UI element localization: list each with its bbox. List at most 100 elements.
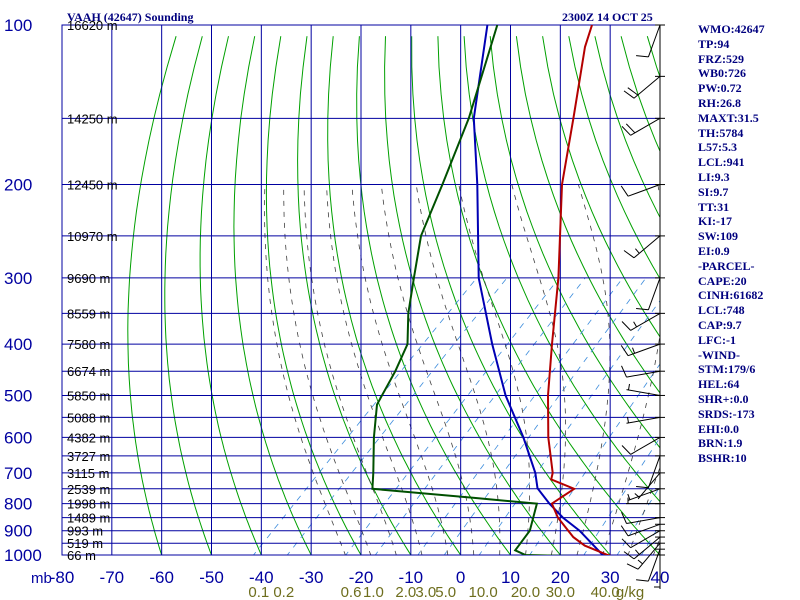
mixing-ratio-line	[478, 300, 660, 555]
wind-barb	[623, 76, 661, 99]
temperature-tick-label: -70	[100, 568, 125, 587]
index-item: STM:179/6	[698, 362, 756, 377]
index-item: RH:26.8	[698, 95, 741, 110]
wind-barb	[627, 488, 661, 501]
mixing-ratio-line	[417, 277, 624, 555]
index-item: KI:-17	[698, 214, 732, 229]
height-label: 12450 m	[67, 178, 118, 193]
dry-adiabat-line	[199, 36, 262, 555]
index-item: CINH:61682	[698, 288, 764, 303]
mixing-ratio-line	[529, 363, 660, 555]
dry-adiabat-line	[127, 36, 177, 555]
index-item: SRDS:-173	[698, 406, 755, 421]
dry-adiabats	[127, 36, 660, 555]
wind-barb	[621, 312, 661, 331]
temperature-tick-label: 30	[601, 568, 620, 587]
dry-adiabat-line	[463, 36, 660, 503]
height-label: 3727 m	[67, 449, 110, 464]
index-item: CAPE:20	[698, 273, 747, 288]
pressure-tick-label: 1000	[4, 546, 42, 565]
mixing-ratio-label: 0.1	[248, 584, 269, 600]
index-item: TP:94	[698, 36, 730, 51]
height-label: 9690 m	[67, 271, 110, 286]
wind-barb	[626, 416, 661, 424]
index-item: PW:0.72	[698, 81, 742, 96]
wind-barb	[621, 117, 661, 136]
moist-adiabat-line	[326, 184, 423, 555]
index-item: EHI:0.0	[698, 421, 740, 436]
index-item: SI:9.7	[698, 184, 729, 199]
wind-barb	[623, 235, 661, 259]
wind-barb	[626, 497, 660, 505]
stability-indices-list: WMO:42647 TP:94 FRZ:529 WB0:726 PW:0.72 RH:26…	[698, 22, 800, 466]
dry-adiabat-line	[542, 36, 660, 338]
mixing-ratio-line	[374, 277, 586, 555]
mixing-ratio-line	[252, 277, 478, 555]
mixing-ratio-label: 10.0	[468, 584, 497, 600]
moist-adiabat-line	[380, 184, 475, 555]
pressure-tick-label: 300	[4, 269, 32, 288]
index-item: TT:31	[698, 199, 730, 214]
moist-adiabat-line	[264, 184, 346, 555]
temperature-tick-label: -40	[249, 568, 274, 587]
dry-adiabat-line	[411, 36, 611, 555]
dry-adiabat-line	[327, 36, 462, 555]
grid	[61, 24, 661, 556]
wind-barb	[636, 277, 661, 311]
dry-adiabat-line	[265, 36, 362, 555]
index-item: BRN:1.9	[698, 436, 743, 451]
index-item: LCL:941	[698, 155, 745, 170]
pressure-tick-label: 200	[4, 176, 32, 195]
index-item: WB0:726	[698, 66, 746, 81]
index-item: TH:5784	[698, 125, 744, 140]
dry-adiabat-line	[568, 36, 660, 280]
temperature-tick-label: -10	[399, 568, 424, 587]
moist-adiabat-line	[283, 184, 372, 555]
pressure-tick-label: 700	[4, 464, 32, 483]
height-label: 16620 m	[67, 18, 118, 33]
profiles	[371, 25, 612, 555]
height-label: 519 m	[67, 536, 103, 551]
wind-barb	[620, 523, 661, 537]
dewpoint-profile-line	[371, 25, 570, 555]
temperature-tick-label: -60	[149, 568, 174, 587]
mixing-ratio-label: 30.0	[546, 584, 575, 600]
moist-adiabat-line	[415, 184, 501, 555]
index-item: BSHR:10	[698, 451, 747, 466]
index-item: HEL:64	[698, 377, 740, 392]
dry-adiabat-line	[233, 36, 312, 555]
mixing-ratio-label: 1.0	[363, 584, 384, 600]
pressure-tick-label: 400	[4, 335, 32, 354]
height-label: 8559 m	[67, 306, 110, 321]
height-label: 14250 m	[67, 111, 118, 126]
mixing-ratio-label: 5.0	[435, 584, 456, 600]
height-label: 10970 m	[67, 229, 118, 244]
index-item: SW:109	[698, 229, 739, 244]
wind-barb	[621, 511, 661, 524]
moist-adiabat-line	[351, 184, 449, 555]
mixing-ratio-label: g/kg	[616, 584, 644, 600]
pressure-tick-label: 900	[4, 522, 32, 541]
station-title: VAAH (42647) Sounding	[67, 10, 194, 24]
height-label: 4382 m	[67, 430, 110, 445]
temperature-tick-label: -20	[349, 568, 374, 587]
height-label: 5850 m	[67, 388, 110, 403]
wind-barb	[636, 455, 661, 489]
mixing-ratio-label: 2.0	[395, 584, 416, 600]
moist-adiabat-line	[602, 184, 660, 555]
mixing-ratio-label: 20.0	[511, 584, 540, 600]
height-label: 7580 m	[67, 337, 110, 352]
index-item: LFC:-1	[698, 332, 736, 347]
mixing-ratio-label: 3.0	[415, 584, 436, 600]
index-item: L57:5.3	[698, 140, 737, 155]
height-label: 3115 m	[67, 466, 109, 481]
temperature-profile-line	[546, 25, 612, 555]
wind-barb	[621, 436, 661, 455]
sounding-time: 2300Z 14 OCT 25	[562, 10, 653, 24]
height-label: 1489 m	[67, 511, 110, 526]
pressure-tick-label: 100	[4, 16, 32, 35]
index-item: EI:0.9	[698, 243, 730, 258]
parcel-profile-line	[472, 25, 604, 555]
